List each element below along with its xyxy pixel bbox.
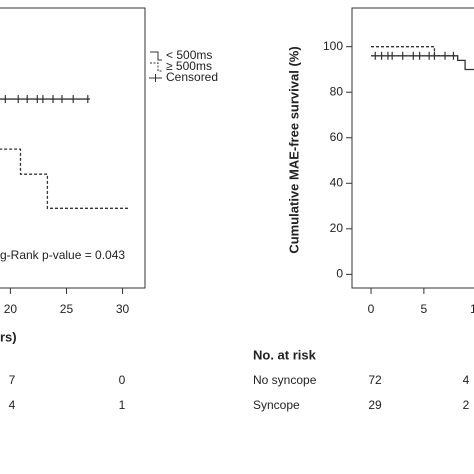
y-tick-label: 40	[330, 175, 344, 189]
y-tick-label: 20	[330, 221, 344, 235]
risk-count: 4	[9, 398, 16, 412]
x-tick-label: 25	[60, 302, 74, 316]
risk-count: 2	[463, 398, 470, 412]
risk-count: 7	[9, 373, 16, 387]
risk-row-label: Syncope	[253, 398, 300, 412]
risk-count: 1	[119, 398, 126, 412]
y-tick-label: 0	[336, 267, 343, 281]
x-axis-label: rs)	[0, 329, 17, 344]
risk-table-title: No. at risk	[253, 347, 317, 362]
survival-line	[0, 148, 129, 209]
y-tick-label: 100	[323, 39, 343, 53]
legend-symbol	[150, 62, 162, 72]
plot-frame	[0, 7, 146, 289]
x-tick-label: 5	[421, 302, 428, 316]
legend-label: ≥ 500ms	[166, 59, 212, 73]
risk-count: 4	[463, 373, 470, 387]
risk-count: 29	[368, 398, 382, 412]
survival-line	[371, 46, 458, 57]
legend-label: Censored	[166, 70, 218, 84]
x-tick-label: 20	[4, 302, 18, 316]
annotation: g-Rank p-value = 0.043	[0, 248, 125, 262]
y-tick-label: 80	[330, 84, 344, 98]
risk-row-label: No syncope	[253, 373, 317, 387]
x-tick-label: 30	[116, 302, 130, 316]
y-axis-label: Cumulative MAE-free survival (%)	[286, 46, 301, 253]
x-tick-label: 10	[470, 302, 474, 316]
x-tick-label: 0	[368, 302, 375, 316]
risk-count: 0	[119, 373, 126, 387]
plot-frame	[351, 7, 474, 289]
legend-symbol	[150, 51, 162, 61]
legend-symbol	[149, 74, 162, 82]
y-tick-label: 60	[330, 130, 344, 144]
risk-count: 72	[368, 373, 382, 387]
survival-line	[371, 55, 474, 71]
legend-label: < 500ms	[166, 48, 212, 62]
